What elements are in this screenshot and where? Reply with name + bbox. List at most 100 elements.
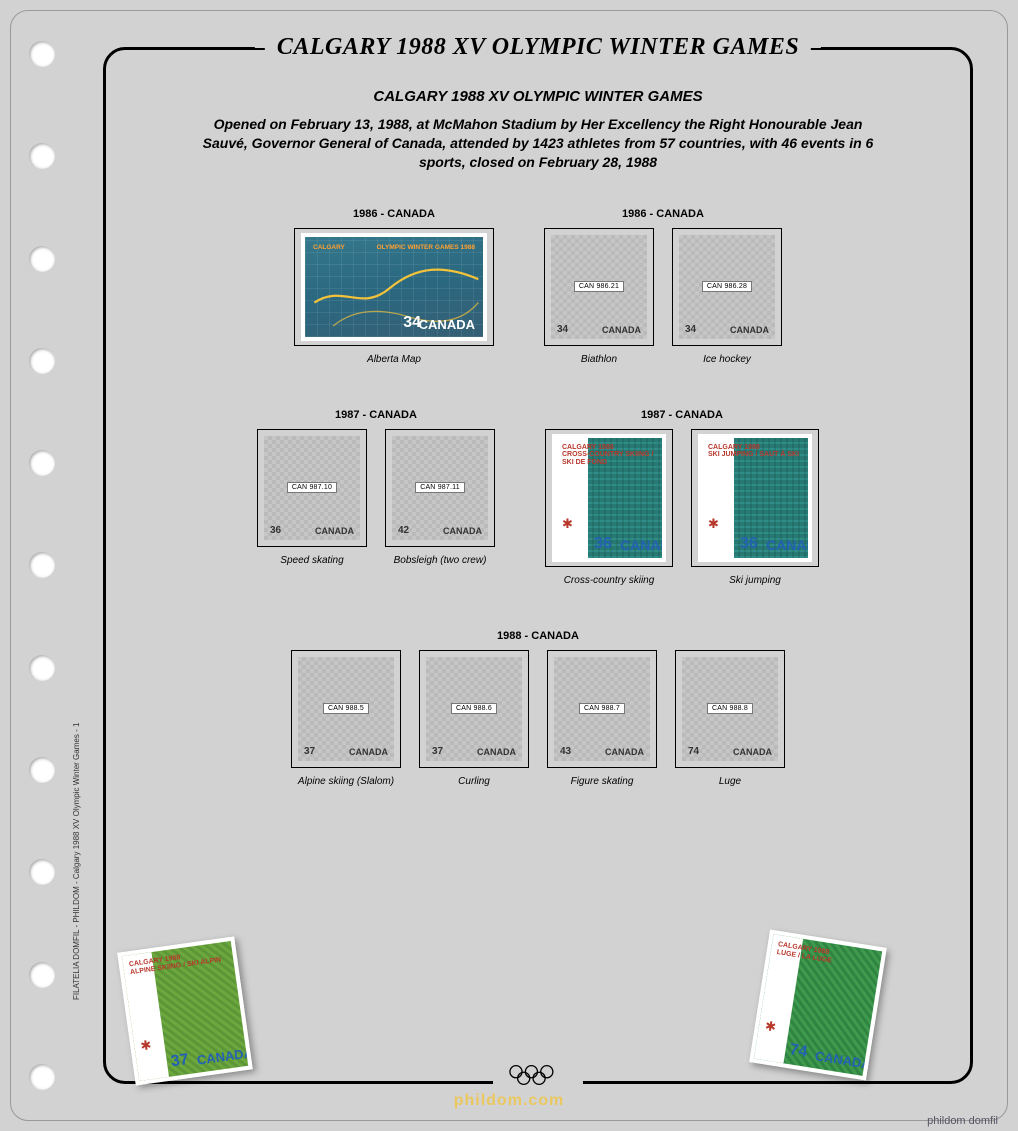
stamp-group: 1986 - CANADA CALGARYOLYMPIC WINTER GAME… (294, 208, 494, 365)
side-label: FILATELIA DOMFIL - PHILDOM - Calgary 198… (72, 723, 81, 1000)
stamp-denomination: 74 (788, 1041, 808, 1062)
stamp-mount: CAN 988.8 74 CANADA (675, 650, 785, 768)
stamp-country: CANADA (730, 325, 769, 335)
catalog-tag: CAN 987.11 (415, 482, 465, 493)
binder-holes (29, 41, 57, 1090)
group-header: 1988 - CANADA (497, 630, 579, 642)
group-header: 1987 - CANADA (641, 409, 723, 421)
watermark: phildom.com (454, 1092, 565, 1110)
stamp-mount: CALGARY 1988CROSS-COUNTRY SKIING / SKI D… (545, 429, 673, 567)
stamp-denomination: 74 (688, 746, 699, 757)
binder-hole (29, 143, 55, 169)
stamp-country: CANADA (443, 526, 482, 536)
stamp-caption: Figure skating (571, 776, 634, 787)
binder-hole (29, 41, 55, 67)
stamp-denomination: 36 (740, 535, 758, 553)
stamp-denomination: 34 (685, 324, 696, 335)
stamp-placeholder: CAN 987.11 42 CANADA (392, 436, 488, 540)
stamp-country: CANADA (605, 747, 644, 757)
binder-hole (29, 757, 55, 783)
stamp-caption: Ice hockey (703, 354, 751, 365)
stamp-cell: CAN 988.8 74 CANADA Luge (675, 650, 785, 787)
binder-hole (29, 246, 55, 272)
group-header: 1986 - CANADA (622, 208, 704, 220)
stamp-color: CALGARY 1988ALPINE SKIING / SKI ALPIN ✱ … (117, 936, 253, 1085)
stamp-mount: CAN 987.11 42 CANADA (385, 429, 495, 547)
stamp-mount: CAN 986.28 34 CANADA (672, 228, 782, 346)
stamp-country: CANADA (419, 317, 475, 332)
group-items: CAN 987.10 36 CANADA Speed skating CAN 9… (257, 429, 495, 566)
catalog-tag: CAN 988.5 (323, 703, 369, 714)
stamp-group: 1987 - CANADA CAN 987.10 36 CANADA Speed… (257, 409, 495, 586)
stamp-cell: CAN 988.5 37 CANADA Alpine skiing (Slalo… (291, 650, 401, 787)
stamp-cell: CAN 988.7 43 CANADA Figure skating (547, 650, 657, 787)
stamp-mount: CALGARYOLYMPIC WINTER GAMES 1988 34 CANA… (294, 228, 494, 346)
description: Opened on February 13, 1988, at McMahon … (198, 115, 878, 172)
stamp-caption: Curling (458, 776, 490, 787)
calgary-logo-icon: ✱ (708, 516, 719, 532)
binder-hole (29, 655, 55, 681)
stamp-rows: 1986 - CANADA CALGARYOLYMPIC WINTER GAME… (128, 208, 948, 787)
floating-stamp-right: CALGARY 1988LUGE / LA LUGE ✱ 74 CANADA (749, 930, 887, 1081)
group-header: 1987 - CANADA (335, 409, 417, 421)
olympic-rings-divider (493, 1064, 583, 1091)
stamp-group: 1988 - CANADA CAN 988.5 37 CANADA Alpine… (291, 630, 785, 787)
stamp-denomination: 37 (432, 746, 443, 757)
catalog-tag: CAN 986.28 (702, 281, 752, 292)
stamp-caption: Biathlon (581, 354, 617, 365)
stamp-denomination: 37 (304, 746, 315, 757)
stamp-event: CALGARY 1988SKI JUMPING / SAUT À SKI (708, 444, 799, 459)
group-items: CALGARYOLYMPIC WINTER GAMES 1988 34 CANA… (294, 228, 494, 365)
footer-credit: phildom domfil (927, 1115, 998, 1127)
stamp-cell: CALGARY 1988SKI JUMPING / SAUT À SKI ✱ 3… (691, 429, 819, 586)
stamp-caption: Ski jumping (729, 575, 781, 586)
stamp-group: 1987 - CANADA CALGARY 1988CROSS-COUNTRY … (545, 409, 819, 586)
group-items: CAN 988.5 37 CANADA Alpine skiing (Slalo… (291, 650, 785, 787)
stamp-country: CANADA (349, 747, 388, 757)
stamp-placeholder: CAN 988.7 43 CANADA (554, 657, 650, 761)
stamp-cell: CAN 987.10 36 CANADA Speed skating (257, 429, 367, 566)
stamp-denomination: 42 (398, 525, 409, 536)
stamp-mount: CAN 988.6 37 CANADA (419, 650, 529, 768)
stamp-placeholder: CAN 988.8 74 CANADA (682, 657, 778, 761)
stamp-country: CANADA (733, 747, 772, 757)
stamp-cell: CAN 987.11 42 CANADA Bobsleigh (two crew… (385, 429, 495, 566)
catalog-tag: CAN 987.10 (287, 482, 337, 493)
stamp-denomination: 43 (560, 746, 571, 757)
olympic-rings-icon (503, 1064, 573, 1086)
binder-hole (29, 552, 55, 578)
album-page: FILATELIA DOMFIL - PHILDOM - Calgary 198… (10, 10, 1008, 1121)
stamp-placeholder: CAN 986.21 34 CANADA (551, 235, 647, 339)
page-frame: CALGARY 1988 XV OLYMPIC WINTER GAMES CAL… (103, 47, 973, 1084)
catalog-tag: CAN 988.7 (579, 703, 625, 714)
binder-hole (29, 348, 55, 374)
stamp-group: 1986 - CANADA CAN 986.21 34 CANADA Biath… (544, 208, 782, 365)
stamp-denomination: 36 (270, 525, 281, 536)
stamp-caption: Speed skating (280, 555, 343, 566)
stamp-color: CALGARY 1988SKI JUMPING / SAUT À SKI ✱ 3… (698, 434, 812, 562)
stamp-cell: CALGARY 1988CROSS-COUNTRY SKIING / SKI D… (545, 429, 673, 586)
stamp-caption: Alpine skiing (Slalom) (298, 776, 394, 787)
stamp-placeholder: CAN 988.5 37 CANADA (298, 657, 394, 761)
stamp-country: CANADA (620, 537, 662, 553)
calgary-logo-icon: ✱ (764, 1018, 777, 1036)
stamp-denomination: 34 (557, 324, 568, 335)
stamp-country: CANADA (477, 747, 516, 757)
calgary-logo-icon: ✱ (562, 516, 573, 532)
catalog-tag: CAN 986.21 (574, 281, 624, 292)
stamp-caption: Cross-country skiing (564, 575, 655, 586)
stamp-color: CALGARY 1988LUGE / LA LUGE ✱ 74 CANADA (749, 930, 887, 1081)
stamp-cell: CAN 988.6 37 CANADA Curling (419, 650, 529, 787)
page-title: CALGARY 1988 XV OLYMPIC WINTER GAMES (255, 34, 821, 61)
stamp-country: CANADA (196, 1045, 248, 1068)
stamp-placeholder: CAN 988.6 37 CANADA (426, 657, 522, 761)
binder-hole (29, 962, 55, 988)
stamp-row: 1988 - CANADA CAN 988.5 37 CANADA Alpine… (128, 630, 948, 787)
stamp-denomination: 36 (594, 535, 612, 553)
content-area: CALGARY 1988 XV OLYMPIC WINTER GAMES Ope… (128, 88, 948, 1059)
stamp-placeholder: CAN 987.10 36 CANADA (264, 436, 360, 540)
stamp-mount: CAN 988.7 43 CANADA (547, 650, 657, 768)
stamp-cell: CALGARYOLYMPIC WINTER GAMES 1988 34 CANA… (294, 228, 494, 365)
binder-hole (29, 450, 55, 476)
stamp-caption: Luge (719, 776, 741, 787)
